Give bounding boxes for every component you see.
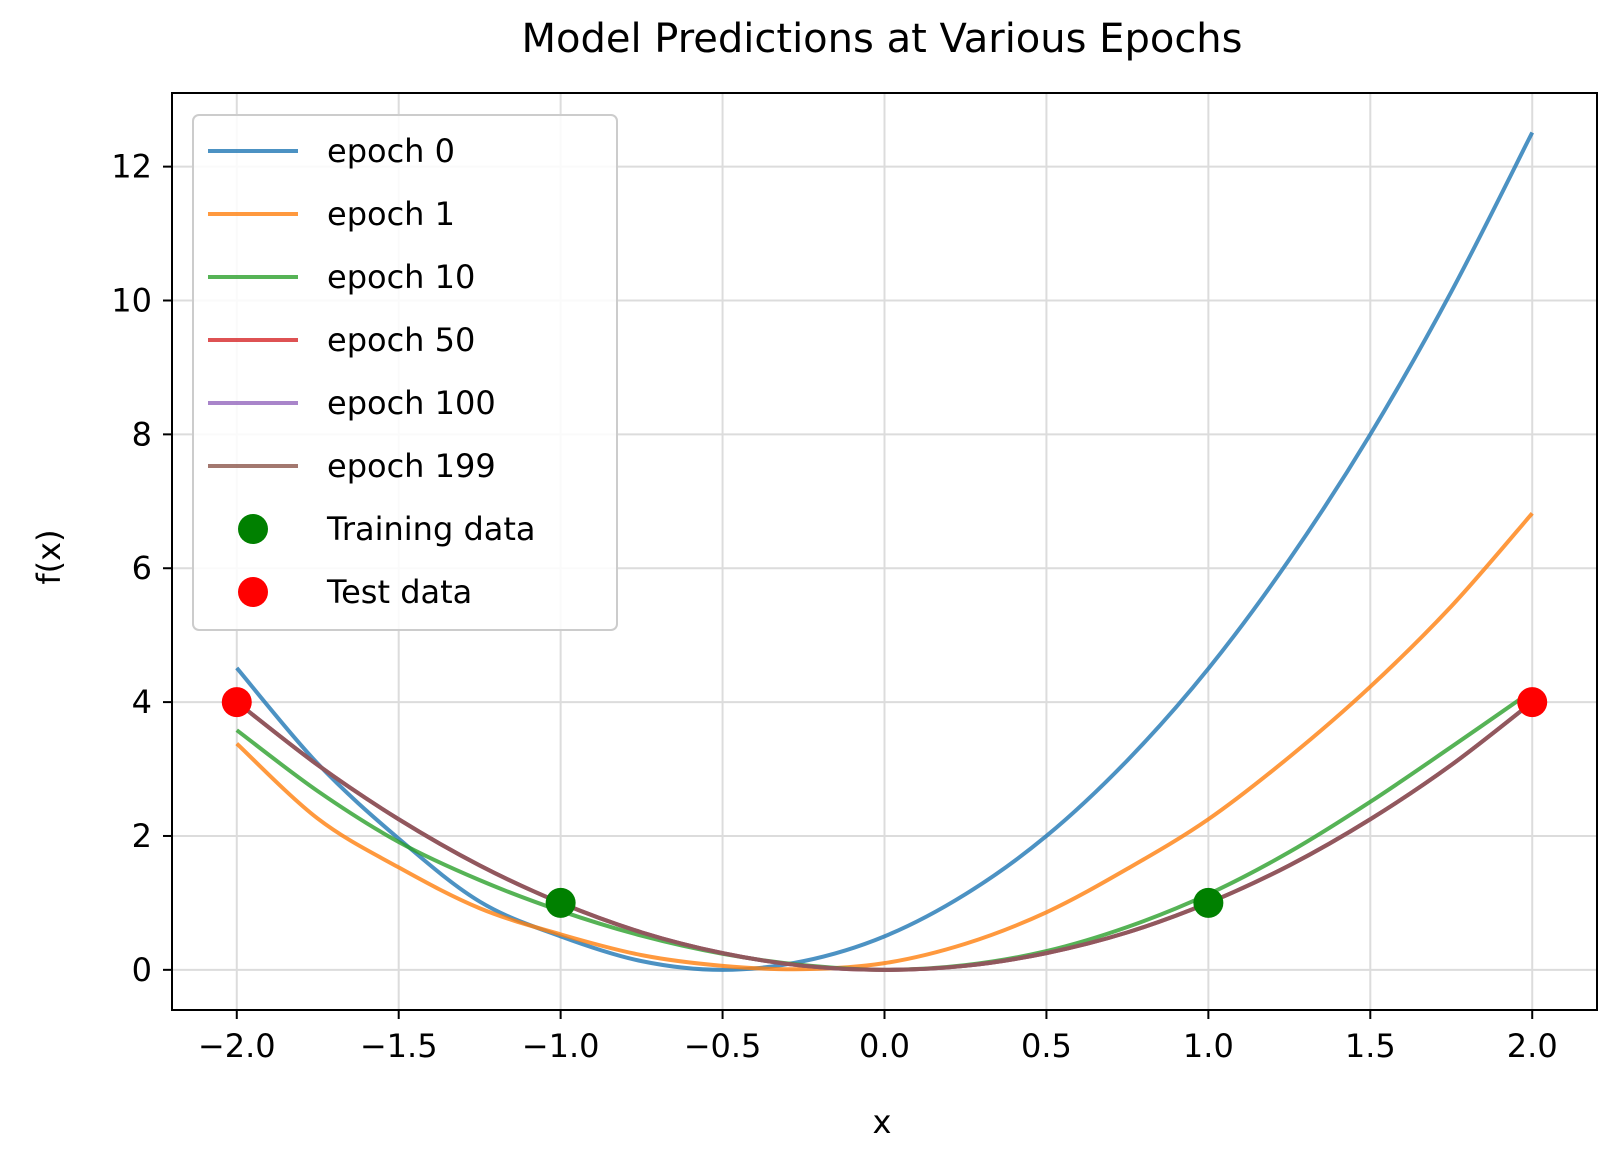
data-point-training-data <box>1193 887 1224 918</box>
x-tick-label: −1.0 <box>522 1027 600 1065</box>
series-line-epoch-0 <box>235 131 1535 972</box>
legend-label: epoch 0 <box>327 132 455 170</box>
legend-marker-test-data <box>238 577 268 607</box>
y-tick-label: 4 <box>132 683 152 721</box>
legend-label: epoch 199 <box>327 447 496 485</box>
y-tick-label: 10 <box>111 281 152 319</box>
legend: epoch 0 epoch 1 epoch 10 epoch 50 epoch 100 e… <box>192 114 618 631</box>
data-point-test-data <box>221 687 252 718</box>
data-point-training-data <box>545 887 576 918</box>
legend-label: Test data <box>326 573 472 611</box>
legend-label: epoch 10 <box>327 258 475 296</box>
x-tick-label: 1.5 <box>1345 1027 1396 1065</box>
legend-marker-training-data <box>238 514 268 544</box>
y-tick-label: 8 <box>132 415 152 453</box>
x-tick-label: 1.0 <box>1183 1027 1234 1065</box>
chart-title: Model Predictions at Various Epochs <box>521 16 1242 62</box>
x-tick-label: 0.0 <box>859 1027 910 1065</box>
x-tick-label: −1.5 <box>360 1027 438 1065</box>
x-axis-label: x <box>873 1103 892 1141</box>
y-tick-label: 12 <box>111 148 152 186</box>
y-tick-label: 0 <box>132 951 152 989</box>
legend-label: epoch 50 <box>327 321 475 359</box>
x-tick-label: 0.5 <box>1021 1027 1072 1065</box>
legend-label: Training data <box>326 510 536 548</box>
legend-label: epoch 1 <box>327 195 455 233</box>
series-line-epoch-1 <box>235 512 1534 972</box>
y-axis-label: f(x) <box>30 529 68 584</box>
y-tick-label: 6 <box>132 549 152 587</box>
legend-label: epoch 100 <box>327 384 496 422</box>
x-tick-label: −2.0 <box>198 1027 276 1065</box>
scatter-points <box>221 687 1548 918</box>
y-tick-label: 2 <box>132 817 152 855</box>
tick-labels: −2.0 −1.5 −1.0 −0.5 0.0 0.5 1.0 1.5 2.0 0 2 4 6 8 10 12 <box>111 148 1557 1065</box>
data-point-test-data <box>1517 687 1548 718</box>
legend-box <box>192 114 618 631</box>
series-lines <box>235 131 1535 972</box>
series-line-epoch-199 <box>235 700 1534 972</box>
x-tick-label: 2.0 <box>1507 1027 1558 1065</box>
x-tick-label: −0.5 <box>684 1027 762 1065</box>
